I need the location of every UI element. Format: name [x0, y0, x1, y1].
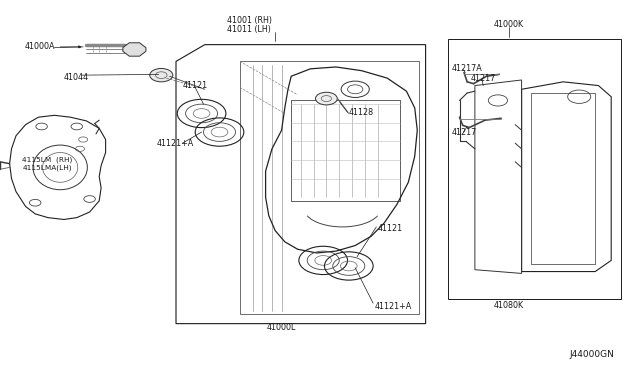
Text: 41000A: 41000A [24, 42, 55, 51]
Bar [531, 93, 595, 264]
Text: 4115LMA(LH): 4115LMA(LH) [22, 165, 72, 171]
Text: 41000K: 41000K [493, 20, 524, 29]
Text: 41217A: 41217A [451, 64, 482, 73]
Text: 41217: 41217 [451, 128, 476, 137]
Text: 41121+A: 41121+A [157, 139, 194, 148]
Text: 41121+A: 41121+A [374, 302, 412, 311]
Bar [448, 39, 621, 299]
Text: 41121: 41121 [182, 81, 207, 90]
Text: 41000L: 41000L [267, 323, 296, 332]
Text: J44000GN: J44000GN [570, 350, 614, 359]
Polygon shape [123, 43, 146, 56]
Text: 4115LM  (RH): 4115LM (RH) [22, 157, 73, 163]
Text: 41217: 41217 [470, 74, 495, 83]
Circle shape [150, 68, 173, 82]
Text: 41001 (RH): 41001 (RH) [227, 16, 272, 25]
Text: 41121: 41121 [378, 224, 403, 233]
Circle shape [316, 92, 337, 105]
Text: 41044: 41044 [64, 73, 89, 82]
Text: 41011 (LH): 41011 (LH) [227, 25, 271, 34]
Bar [291, 100, 400, 201]
Text: 41128: 41128 [349, 108, 374, 117]
Bar [240, 61, 419, 314]
Text: 41080K: 41080K [493, 301, 524, 310]
